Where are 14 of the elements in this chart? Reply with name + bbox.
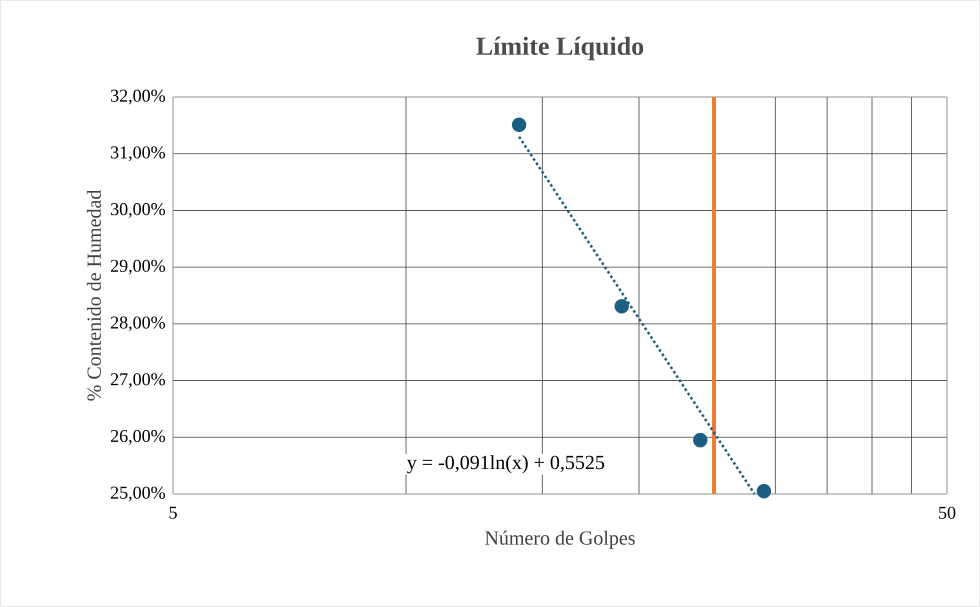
y-tick-label: 30,00% <box>110 203 166 218</box>
y-tick-label: 26,00% <box>110 430 166 445</box>
x-axis-title: Número de Golpes <box>485 530 635 549</box>
y-tick-label: 31,00% <box>110 146 166 162</box>
y-tick-label: 29,00% <box>110 260 166 275</box>
y-tick-label: 25,00% <box>110 486 166 502</box>
x-tick-label: 5 <box>170 506 177 519</box>
y-tick-label: 27,00% <box>110 373 166 388</box>
y-tick-label: 32,00% <box>110 90 166 104</box>
x-tick-label: 50 <box>939 506 956 519</box>
chart-title: Límite Líquido <box>476 36 644 60</box>
y-axis-title: % Contenido de Humedad <box>86 190 101 401</box>
y-tick-label: 28,00% <box>110 316 166 332</box>
annotation: y = -0,091ln(x) + 0,5525 <box>407 455 604 474</box>
